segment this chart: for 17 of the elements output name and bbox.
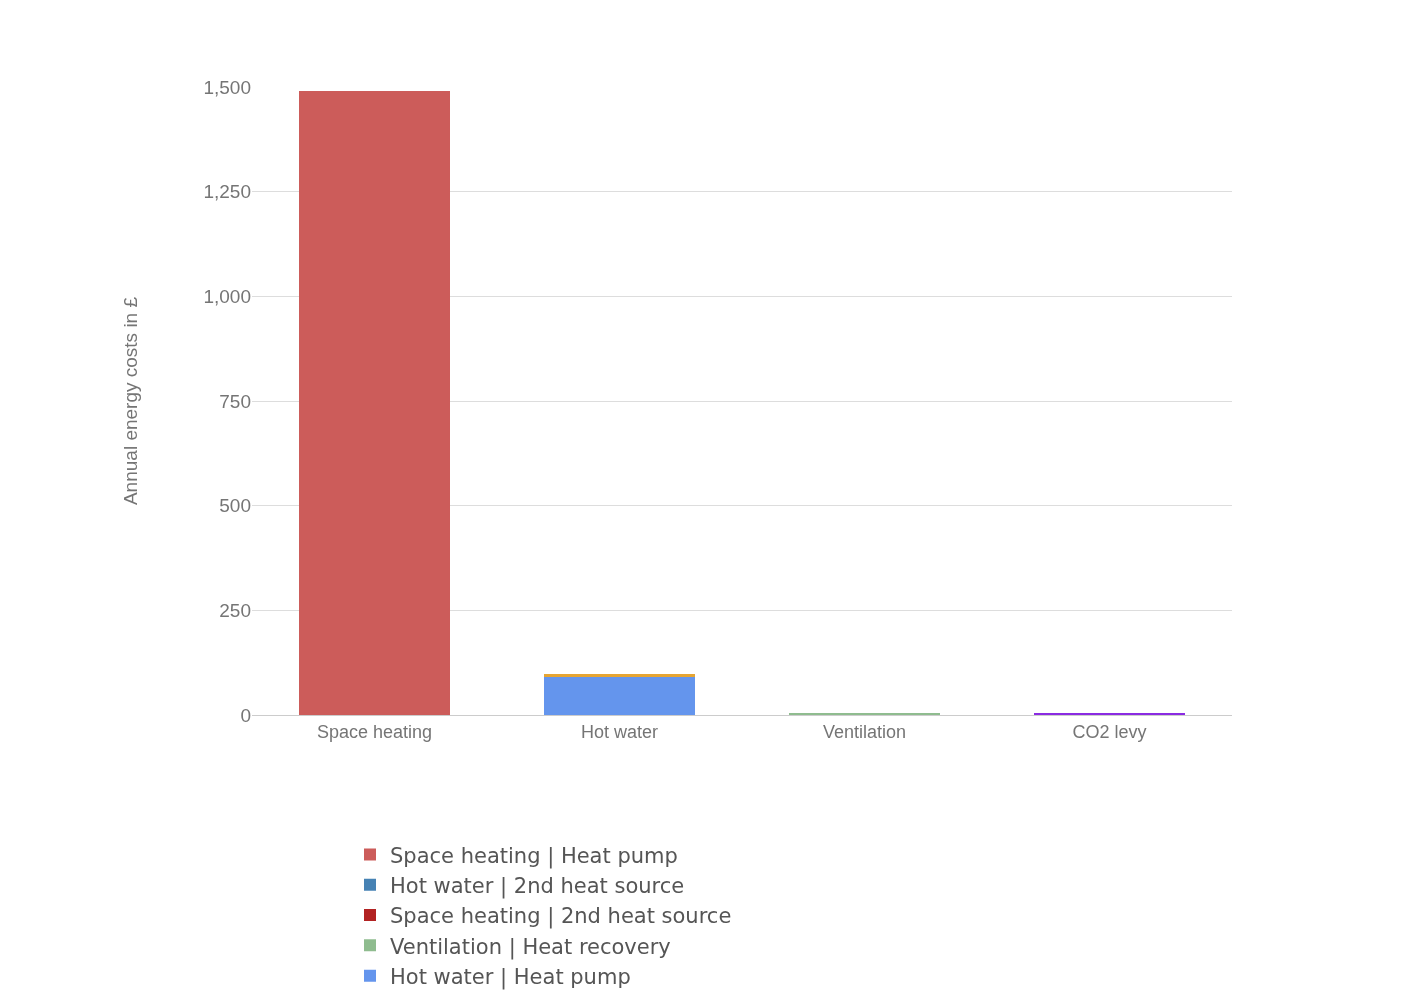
legend-label: Space heating | 2nd heat source (390, 904, 732, 930)
x-tick-label: Space heating (316, 721, 433, 742)
y-tick-label: 1,500 (203, 76, 251, 98)
x-tick-label: Ventilation (822, 721, 907, 742)
y-tick-label: 250 (219, 599, 251, 621)
y-tick-label: 0 (240, 704, 251, 726)
legend-label: Ventilation | Heat recovery (390, 934, 671, 960)
legend-label: Hot water | 2nd heat source (390, 873, 685, 899)
x-tick-label: CO2 levy (1072, 721, 1147, 742)
y-tick-label: 500 (219, 495, 251, 517)
x-tick-label: Hot water (580, 721, 659, 742)
y-tick-label: 750 (219, 390, 251, 412)
legend-label: Hot water | Heat pump (390, 964, 631, 990)
y-tick-label: 1,000 (203, 285, 251, 307)
legend-label: Space heating | Heat pump (390, 843, 678, 869)
y-axis-title: Annual energy costs in £ (120, 296, 142, 506)
y-tick-label: 1,250 (203, 181, 251, 203)
